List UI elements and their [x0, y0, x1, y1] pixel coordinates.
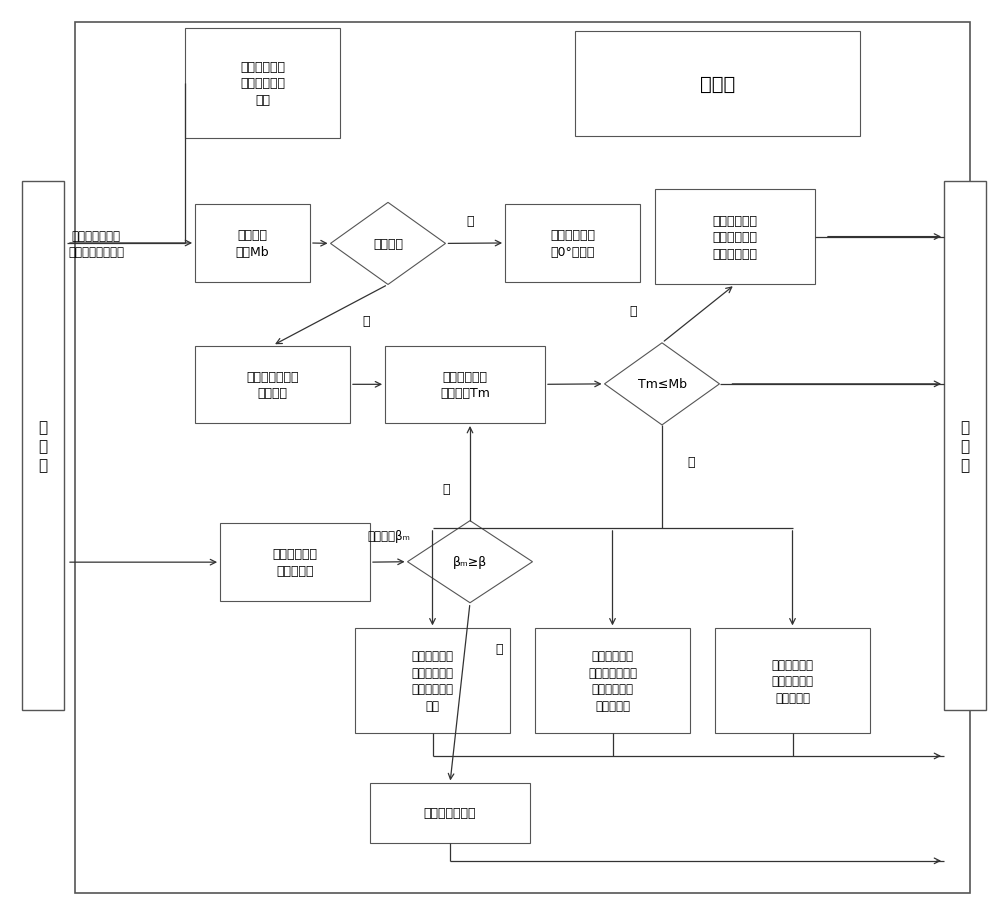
Bar: [195, 205, 310, 282]
Text: 是: 是: [687, 456, 694, 468]
Text: 驾驶员行为自
评模块激活: 驾驶员行为自 评模块激活: [272, 548, 318, 578]
Text: βₘ≥β: βₘ≥β: [453, 556, 487, 568]
Polygon shape: [408, 521, 532, 603]
Text: 直线行驶: 直线行驶: [373, 238, 403, 251]
Polygon shape: [604, 343, 720, 425]
Bar: [715, 629, 870, 733]
Text: 是: 是: [495, 642, 503, 655]
Text: 否: 否: [442, 483, 450, 496]
Text: 四轮独立转向
进入单轴转向
模式: 四轮独立转向 进入单轴转向 模式: [240, 61, 285, 107]
Bar: [655, 189, 815, 285]
Bar: [944, 182, 986, 711]
Text: 爆胎车轮回正
到0°并锁死: 爆胎车轮回正 到0°并锁死: [550, 229, 595, 259]
Text: 差动制动最大
补偿力矩Tm: 差动制动最大 补偿力矩Tm: [440, 370, 490, 400]
Text: 爆胎车轮同轴
车轮制动，无爆
胎车轴两轮转
向以及驱动: 爆胎车轮同轴 车轮制动，无爆 胎车轴两轮转 向以及驱动: [588, 650, 637, 712]
Text: 爆胎附加
力矩Mb: 爆胎附加 力矩Mb: [236, 229, 269, 259]
Text: 是: 是: [467, 215, 474, 228]
Text: 否: 否: [362, 315, 370, 328]
Text: 爆胎、车辆状态
驾驶员行为等信息: 爆胎、车辆状态 驾驶员行为等信息: [68, 230, 124, 259]
Bar: [385, 346, 545, 424]
Text: 感
知
层: 感 知 层: [38, 420, 48, 473]
Bar: [75, 23, 970, 893]
Text: 否: 否: [630, 305, 637, 318]
Bar: [195, 346, 350, 424]
Text: 执
行
层: 执 行 层: [960, 420, 970, 473]
Bar: [505, 205, 640, 282]
Bar: [535, 629, 690, 733]
Text: 爆胎车轮于当前
转角锁死: 爆胎车轮于当前 转角锁死: [246, 370, 299, 400]
Text: 爆胎车轮同侧
车轮驱动，对
侧车轮制动: 爆胎车轮同侧 车轮驱动，对 侧车轮制动: [772, 658, 814, 704]
Bar: [355, 629, 510, 733]
Bar: [220, 524, 370, 601]
Text: 驾驶员转向操作: 驾驶员转向操作: [424, 806, 476, 820]
Text: 决策层: 决策层: [700, 75, 735, 94]
Bar: [22, 182, 64, 711]
Text: 爆胎车轮同轴
车轮制动，无
爆胎车轴两轮
转向: 爆胎车轮同轴 车轮制动，无 爆胎车轴两轮 转向: [412, 650, 454, 712]
Polygon shape: [330, 203, 446, 285]
Text: Tm≤Mb: Tm≤Mb: [638, 378, 686, 391]
Bar: [370, 783, 530, 843]
Text: 对除爆胎车轮
外的三个车轮
实施差动制动: 对除爆胎车轮 外的三个车轮 实施差动制动: [712, 214, 758, 261]
Bar: [185, 29, 340, 138]
Text: 自评结果βₘ: 自评结果βₘ: [367, 529, 410, 542]
Bar: [575, 32, 860, 137]
